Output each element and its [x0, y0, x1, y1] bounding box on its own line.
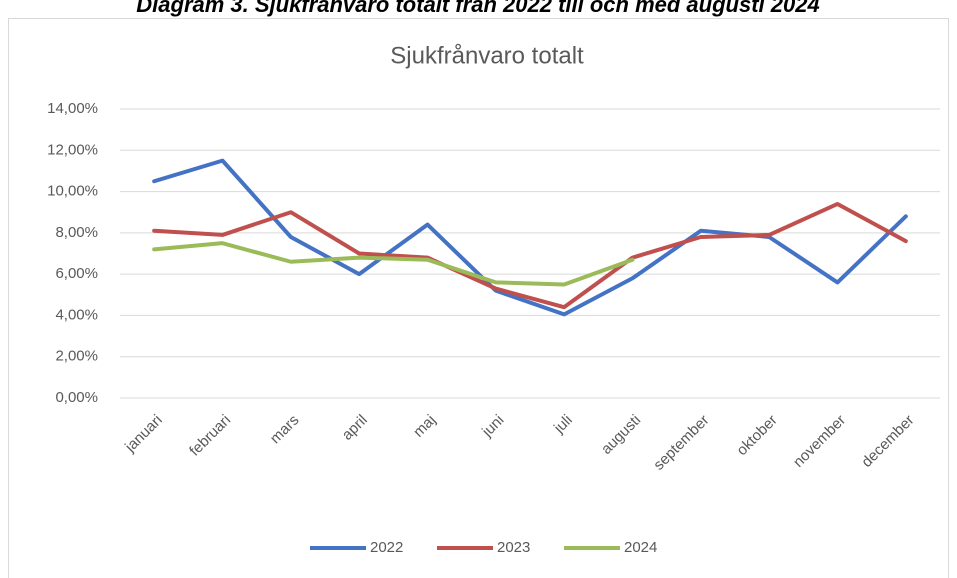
x-tick-label: april	[339, 412, 371, 444]
y-tick-label: 10,00%	[47, 183, 98, 200]
y-tick-label: 12,00%	[47, 141, 98, 158]
x-tick-label: mars	[267, 412, 303, 448]
x-tick-label: februari	[186, 412, 234, 460]
legend-label: 2023	[497, 539, 530, 556]
y-tick-label: 2,00%	[55, 348, 98, 365]
x-tick-label: maj	[410, 412, 439, 441]
x-tick-label: juni	[478, 412, 507, 441]
x-tick-label: december	[858, 412, 917, 471]
y-tick-label: 4,00%	[55, 306, 98, 323]
series-line	[152, 241, 635, 287]
x-tick-label: september	[650, 412, 712, 474]
x-tick-label: oktober	[733, 412, 780, 459]
chart-title: Sjukfrånvaro totalt	[390, 42, 584, 69]
legend-label: 2022	[370, 539, 403, 556]
x-tick-label: juli	[550, 412, 576, 438]
y-tick-label: 6,00%	[55, 265, 98, 282]
chart-border	[8, 18, 949, 578]
series-line	[152, 201, 908, 310]
x-tick-label: november	[790, 412, 849, 471]
caption: Diagram 3. Sjukfrånvaro totalt från 2022…	[136, 0, 819, 17]
x-tick-label: augusti	[598, 412, 644, 458]
legend-label: 2024	[624, 539, 657, 556]
y-tick-label: 0,00%	[55, 389, 98, 406]
x-tick-label: januari	[121, 412, 166, 457]
series-line	[152, 158, 908, 317]
y-tick-label: 14,00%	[47, 100, 98, 117]
y-tick-label: 8,00%	[55, 224, 98, 241]
